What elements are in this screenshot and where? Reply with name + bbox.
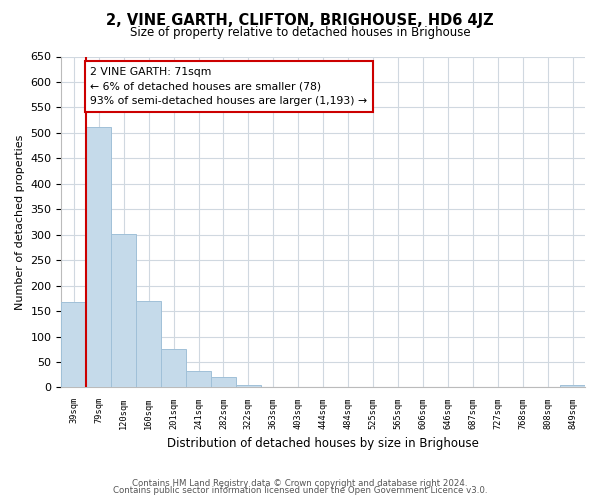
X-axis label: Distribution of detached houses by size in Brighouse: Distribution of detached houses by size … — [167, 437, 479, 450]
Bar — [111, 234, 136, 388]
Bar — [136, 301, 161, 388]
Bar — [236, 385, 261, 388]
Bar — [560, 385, 585, 388]
Text: Size of property relative to detached houses in Brighouse: Size of property relative to detached ho… — [130, 26, 470, 39]
Bar — [211, 378, 236, 388]
Text: 2, VINE GARTH, CLIFTON, BRIGHOUSE, HD6 4JZ: 2, VINE GARTH, CLIFTON, BRIGHOUSE, HD6 4… — [106, 12, 494, 28]
Bar — [186, 371, 211, 388]
Bar — [161, 348, 186, 388]
Text: 2 VINE GARTH: 71sqm
← 6% of detached houses are smaller (78)
93% of semi-detache: 2 VINE GARTH: 71sqm ← 6% of detached hou… — [90, 66, 367, 106]
Bar — [86, 127, 111, 388]
Text: Contains public sector information licensed under the Open Government Licence v3: Contains public sector information licen… — [113, 486, 487, 495]
Bar — [261, 387, 286, 388]
Y-axis label: Number of detached properties: Number of detached properties — [15, 134, 25, 310]
Bar — [61, 302, 86, 388]
Text: Contains HM Land Registry data © Crown copyright and database right 2024.: Contains HM Land Registry data © Crown c… — [132, 478, 468, 488]
